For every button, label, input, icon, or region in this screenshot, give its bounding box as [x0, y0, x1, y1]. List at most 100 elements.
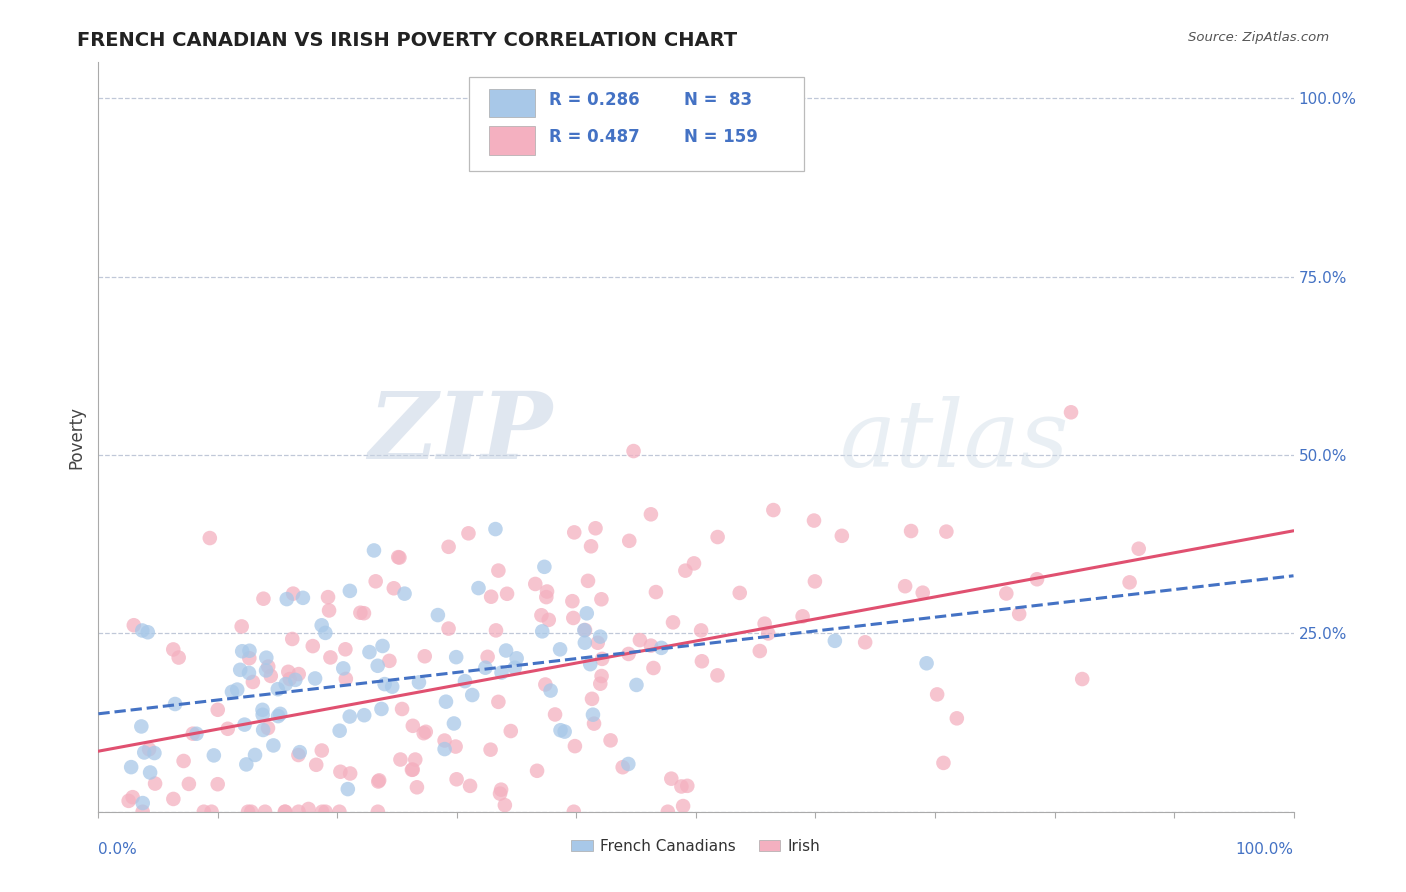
Text: N =  83: N = 83	[685, 91, 752, 109]
Text: 100.0%: 100.0%	[1236, 842, 1294, 856]
Point	[332, 661, 354, 675]
Point	[672, 799, 695, 814]
Point	[706, 668, 728, 682]
Point	[589, 630, 612, 644]
Point	[353, 606, 375, 620]
Point	[404, 753, 426, 767]
Point	[676, 779, 699, 793]
Point	[1128, 541, 1150, 556]
Point	[207, 703, 229, 717]
Point	[305, 757, 328, 772]
Point	[1118, 575, 1140, 590]
Point	[336, 782, 359, 797]
Point	[364, 574, 387, 589]
Point	[413, 649, 436, 664]
Point	[353, 708, 375, 723]
Point	[526, 764, 548, 778]
Point	[533, 559, 555, 574]
Point	[134, 746, 156, 760]
Point	[792, 609, 814, 624]
Text: atlas: atlas	[839, 396, 1069, 486]
Point	[311, 805, 333, 819]
Point	[177, 777, 200, 791]
Point	[574, 623, 596, 637]
Point	[297, 802, 319, 816]
Point	[728, 586, 751, 600]
Point	[120, 760, 142, 774]
Point	[900, 524, 922, 538]
FancyBboxPatch shape	[489, 88, 534, 117]
Legend: French Canadians, Irish: French Canadians, Irish	[565, 833, 827, 860]
Text: Source: ZipAtlas.com: Source: ZipAtlas.com	[1188, 31, 1329, 45]
Point	[995, 586, 1018, 600]
Point	[461, 688, 484, 702]
Point	[495, 643, 517, 657]
Point	[554, 724, 576, 739]
Y-axis label: Poverty: Poverty	[67, 406, 86, 468]
Point	[252, 707, 274, 722]
Point	[1060, 405, 1083, 419]
Point	[626, 678, 648, 692]
Text: N = 159: N = 159	[685, 128, 758, 146]
Point	[281, 632, 304, 646]
Point	[367, 774, 389, 789]
Point	[339, 583, 361, 598]
Point	[574, 623, 596, 637]
Point	[754, 616, 776, 631]
Point	[389, 752, 412, 766]
Point	[162, 792, 184, 806]
Point	[434, 695, 457, 709]
Point	[118, 794, 141, 808]
Point	[662, 615, 685, 630]
Point	[433, 742, 456, 756]
Point	[585, 521, 607, 535]
Point	[257, 721, 280, 735]
Point	[238, 665, 260, 680]
Point	[257, 659, 280, 673]
Point	[599, 733, 621, 747]
Point	[254, 805, 277, 819]
Point	[231, 644, 253, 658]
Point	[318, 603, 340, 617]
Point	[363, 543, 385, 558]
Point	[131, 624, 153, 638]
Point	[387, 550, 409, 565]
Point	[370, 702, 392, 716]
Point	[454, 674, 477, 689]
Point	[198, 531, 221, 545]
Point	[467, 581, 489, 595]
Point	[121, 790, 143, 805]
Point	[221, 685, 243, 699]
Point	[402, 719, 425, 733]
Point	[388, 550, 411, 565]
Point	[576, 574, 599, 588]
Point	[582, 716, 605, 731]
Point	[536, 584, 558, 599]
Point	[315, 805, 337, 819]
Point	[278, 672, 301, 686]
Point	[415, 724, 437, 739]
Point	[274, 805, 297, 819]
Point	[628, 633, 651, 648]
Point	[167, 650, 190, 665]
Point	[131, 805, 153, 819]
Point	[804, 574, 827, 589]
Point	[319, 650, 342, 665]
Point	[803, 514, 825, 528]
Point	[143, 776, 166, 790]
Point	[276, 592, 298, 607]
Point	[287, 747, 309, 762]
Point	[643, 661, 665, 675]
Point	[274, 805, 297, 819]
Point	[301, 639, 323, 653]
Text: ZIP: ZIP	[368, 388, 553, 478]
Point	[831, 529, 853, 543]
Point	[894, 579, 917, 593]
Point	[540, 683, 562, 698]
Point	[591, 669, 613, 683]
Point	[534, 677, 557, 691]
Point	[489, 782, 512, 797]
Point	[287, 805, 309, 819]
Point	[444, 739, 467, 754]
Point	[562, 525, 585, 540]
